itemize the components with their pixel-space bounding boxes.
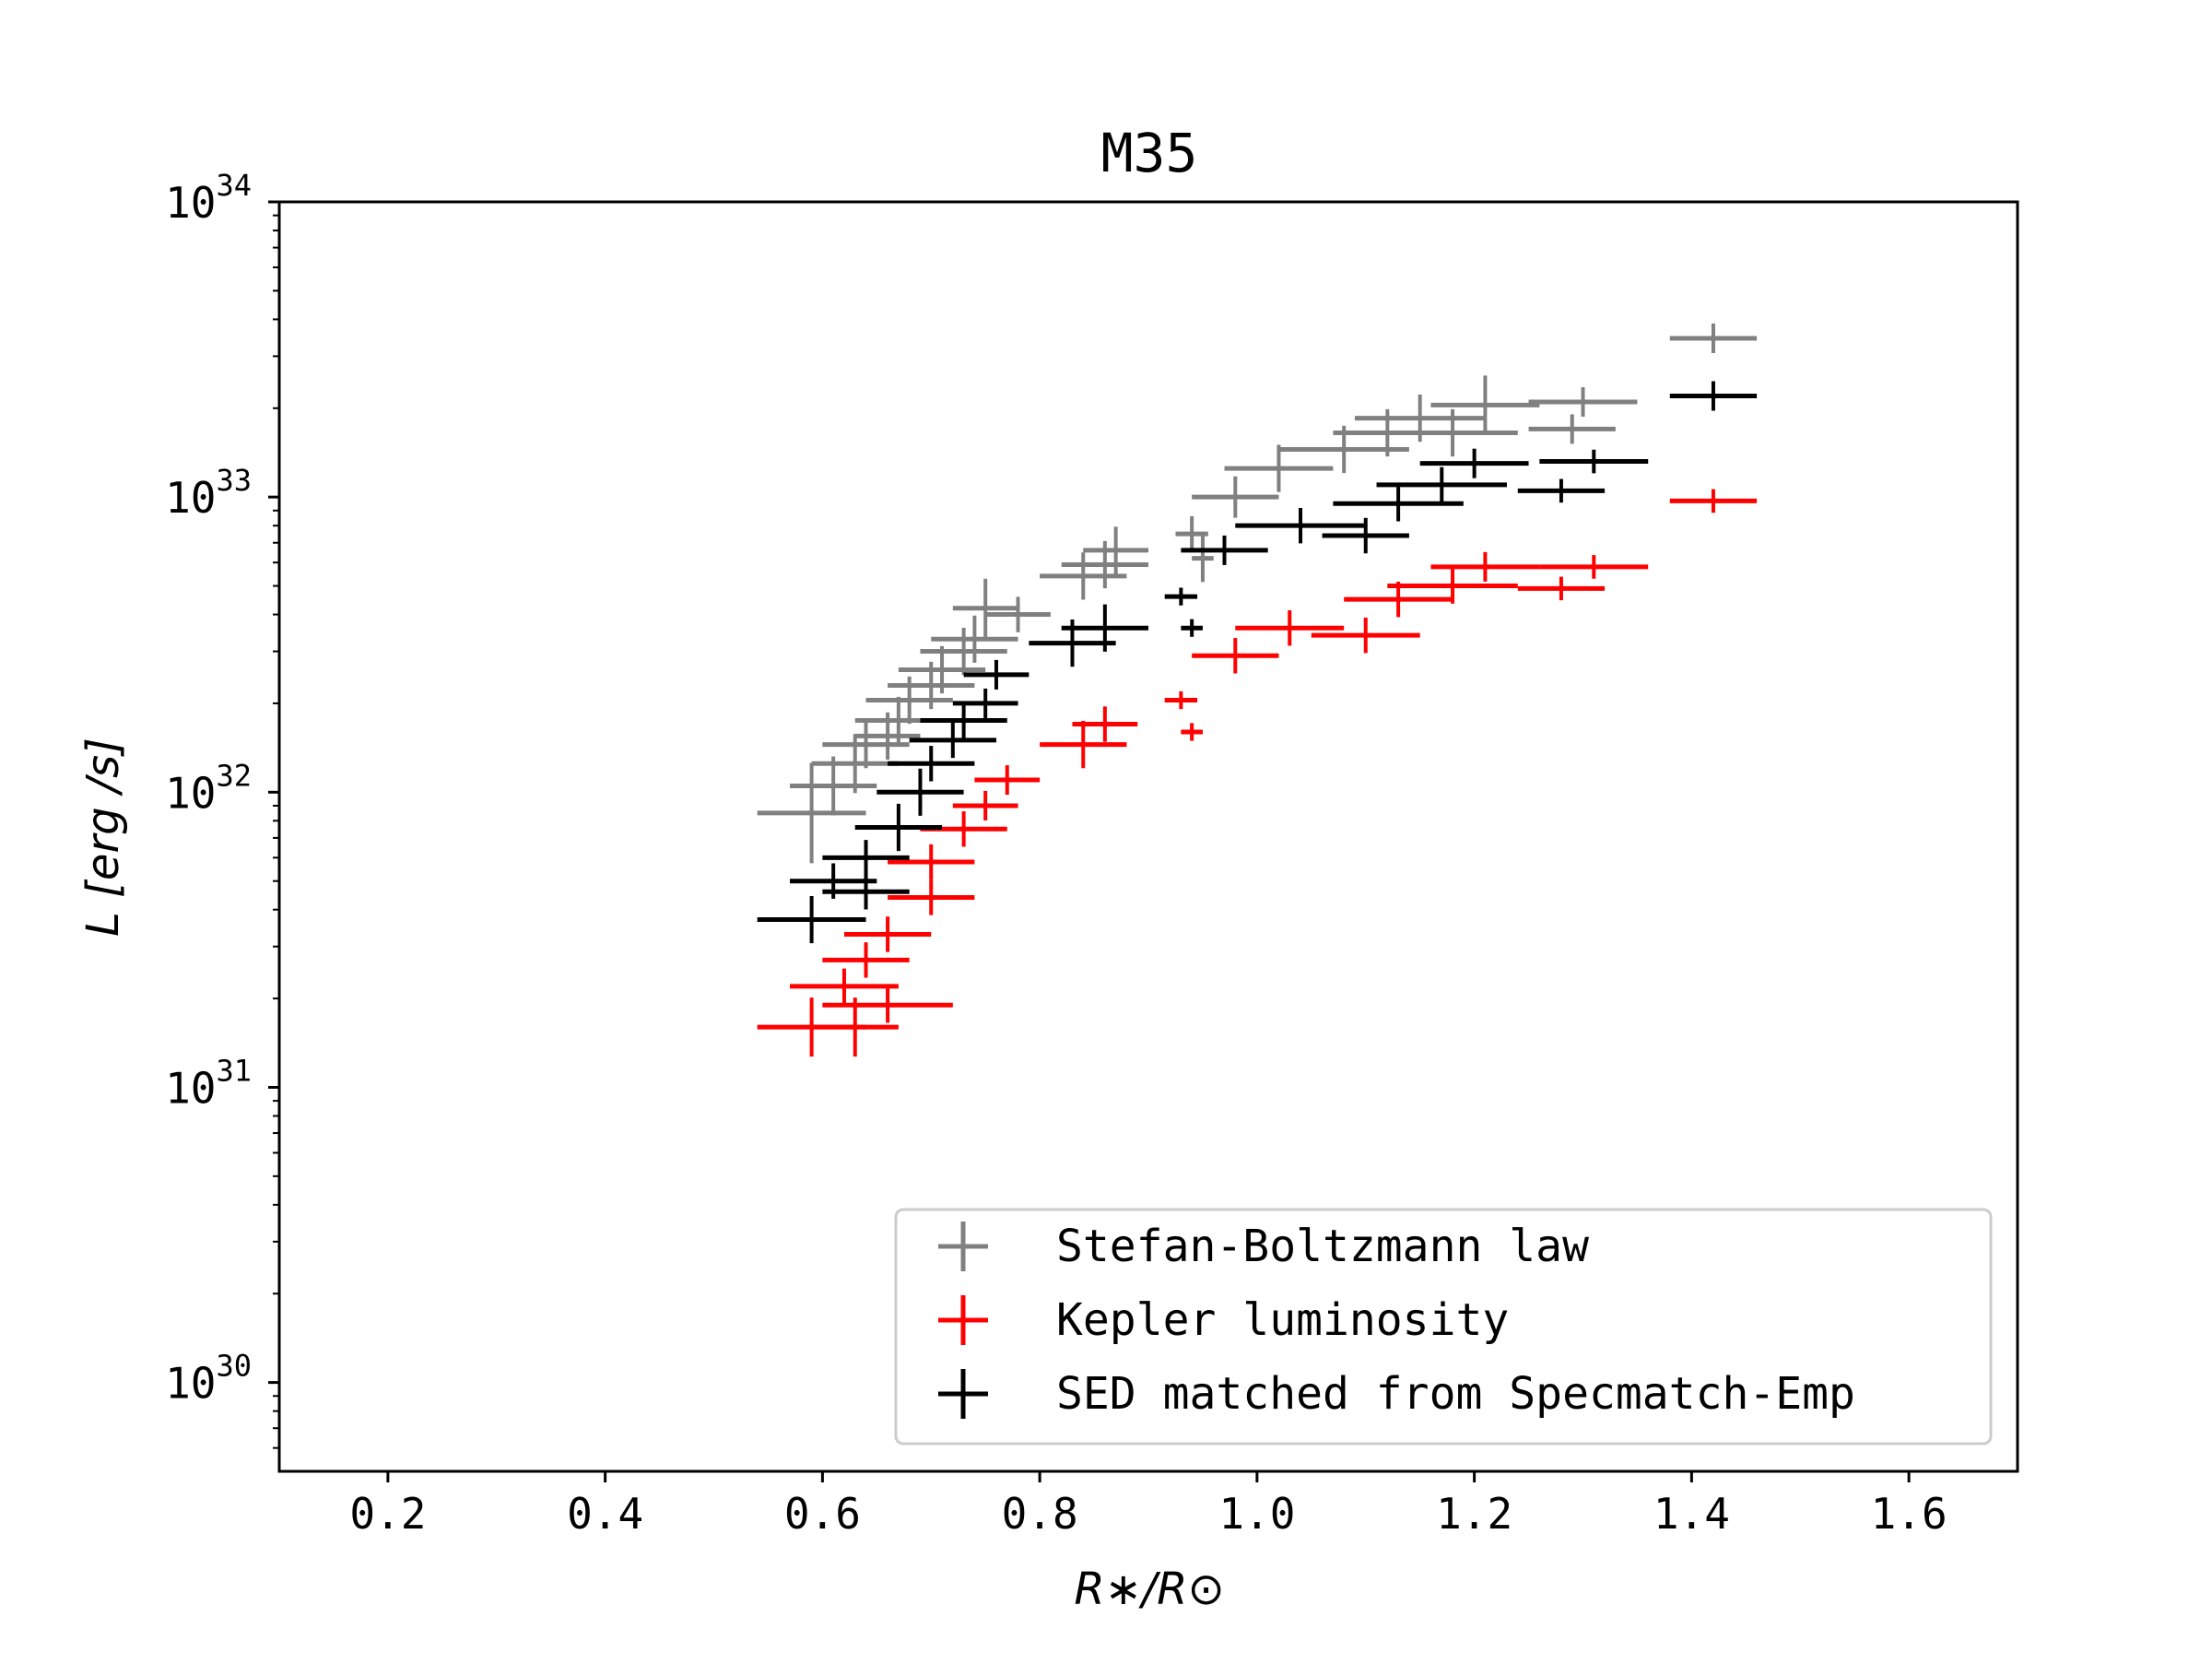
- data-point: [1333, 486, 1464, 522]
- chart-title: M35: [1101, 122, 1198, 184]
- y-axis-label: L [erg /s]: [77, 738, 129, 937]
- plot-area-frame: [277, 200, 2019, 1473]
- data-point: [1311, 617, 1420, 654]
- data-point: [1040, 721, 1127, 769]
- data-point: [1175, 515, 1208, 552]
- axes: 0.2 0.4 0.6 0.8 1.0 1.2 1.4 1.6 1030 1031 1032 1033…: [165, 168, 1947, 1539]
- data-point: [877, 768, 964, 816]
- data-point: [931, 615, 1018, 663]
- data-point: [757, 895, 866, 944]
- data-point: [790, 756, 877, 816]
- data-point: [1376, 466, 1507, 503]
- data-point: [1181, 619, 1203, 637]
- data-point: [1419, 448, 1529, 478]
- legend: Stefan-Boltzmann law Kepler luminosity SED…: [894, 1208, 1993, 1446]
- x-tick-label: 0.8: [1002, 1489, 1078, 1539]
- data-point: [1192, 476, 1279, 518]
- data-point: [888, 844, 975, 880]
- x-tick-label: 1.2: [1436, 1489, 1512, 1539]
- data-point: [920, 627, 1007, 676]
- y-tick-label: 1032: [165, 758, 252, 818]
- legend-frame: [894, 1208, 1993, 1446]
- data-point: [1517, 478, 1606, 503]
- data-point: [822, 874, 910, 910]
- data-point: [1083, 526, 1148, 574]
- data-point: [1430, 551, 1540, 582]
- legend-marker: [938, 1295, 988, 1345]
- x-tick-label: 0.4: [567, 1489, 643, 1539]
- x-tick-label: 1.6: [1871, 1489, 1947, 1539]
- data-point: [898, 645, 986, 694]
- data-point: [1669, 489, 1758, 513]
- data-point: [952, 688, 1018, 718]
- data-point: [952, 578, 1018, 638]
- data-point: [1181, 723, 1203, 741]
- data-point: [822, 721, 910, 769]
- data-point: [888, 879, 975, 915]
- data-point: [1669, 381, 1758, 411]
- data-point: [1164, 690, 1198, 710]
- data-point: [1528, 386, 1638, 418]
- data-point: [822, 987, 953, 1023]
- data-point: [854, 803, 943, 852]
- legend-entry: Stefan-Boltzmann law: [938, 1221, 1589, 1272]
- x-tick-label: 0.6: [784, 1489, 861, 1539]
- legend-marker: [938, 1221, 988, 1271]
- data-point: [757, 762, 866, 864]
- x-axis-label: R∗/R⊙: [1074, 1564, 1224, 1615]
- data-point: [952, 790, 1018, 820]
- legend-marker: [938, 1369, 988, 1419]
- data-point: [811, 997, 899, 1057]
- y-tick-label: 1031: [165, 1053, 252, 1113]
- data-point: [822, 942, 910, 978]
- data-point: [1517, 576, 1606, 601]
- data-point: [1040, 552, 1127, 600]
- data-point: [822, 840, 910, 876]
- data-point: [1224, 444, 1334, 492]
- data-point: [1322, 517, 1409, 554]
- legend-entry: SED matched from Specmatch-Emp: [938, 1368, 1855, 1420]
- series-1-points: [757, 489, 1758, 1057]
- data-point: [1387, 568, 1518, 604]
- data-point: [963, 659, 1030, 690]
- data-point: [1539, 449, 1649, 474]
- series-2-points: [757, 381, 1758, 944]
- legend-label: Stefan-Boltzmann law: [1056, 1221, 1589, 1272]
- data-point: [1061, 604, 1148, 652]
- data-point: [1430, 375, 1540, 435]
- y-tick-label: 1030: [165, 1349, 252, 1409]
- y-tick-label: 1033: [165, 463, 252, 523]
- data-point: [920, 702, 1007, 738]
- data-point: [1192, 535, 1214, 583]
- data-point: [1181, 535, 1268, 565]
- data-point: [909, 722, 996, 759]
- data-point: [790, 968, 899, 1005]
- x-tick-label: 1.4: [1653, 1489, 1730, 1539]
- series-0-points: [757, 323, 1758, 864]
- data-point: [1235, 507, 1366, 544]
- data-point: [1192, 638, 1279, 674]
- data-point: [843, 916, 932, 952]
- legend-entry: Kepler luminosity: [938, 1294, 1509, 1346]
- x-tick-label: 1.0: [1218, 1489, 1295, 1539]
- data-point: [985, 596, 1051, 632]
- data-point: [974, 765, 1041, 796]
- data-point: [1072, 706, 1138, 742]
- data-point: [1528, 414, 1616, 444]
- y-tick-label: 1034: [165, 168, 252, 228]
- data-point: [1164, 587, 1198, 606]
- data-point: [888, 746, 975, 782]
- legend-label: Kepler luminosity: [1056, 1294, 1509, 1346]
- data-point: [1387, 408, 1518, 457]
- data-point: [1539, 555, 1649, 579]
- data-point: [1235, 609, 1345, 646]
- data-marks: [757, 323, 1758, 1057]
- x-tick-label: 0.2: [349, 1489, 426, 1539]
- legend-label: SED matched from Specmatch-Emp: [1056, 1368, 1855, 1420]
- data-point: [1669, 323, 1758, 353]
